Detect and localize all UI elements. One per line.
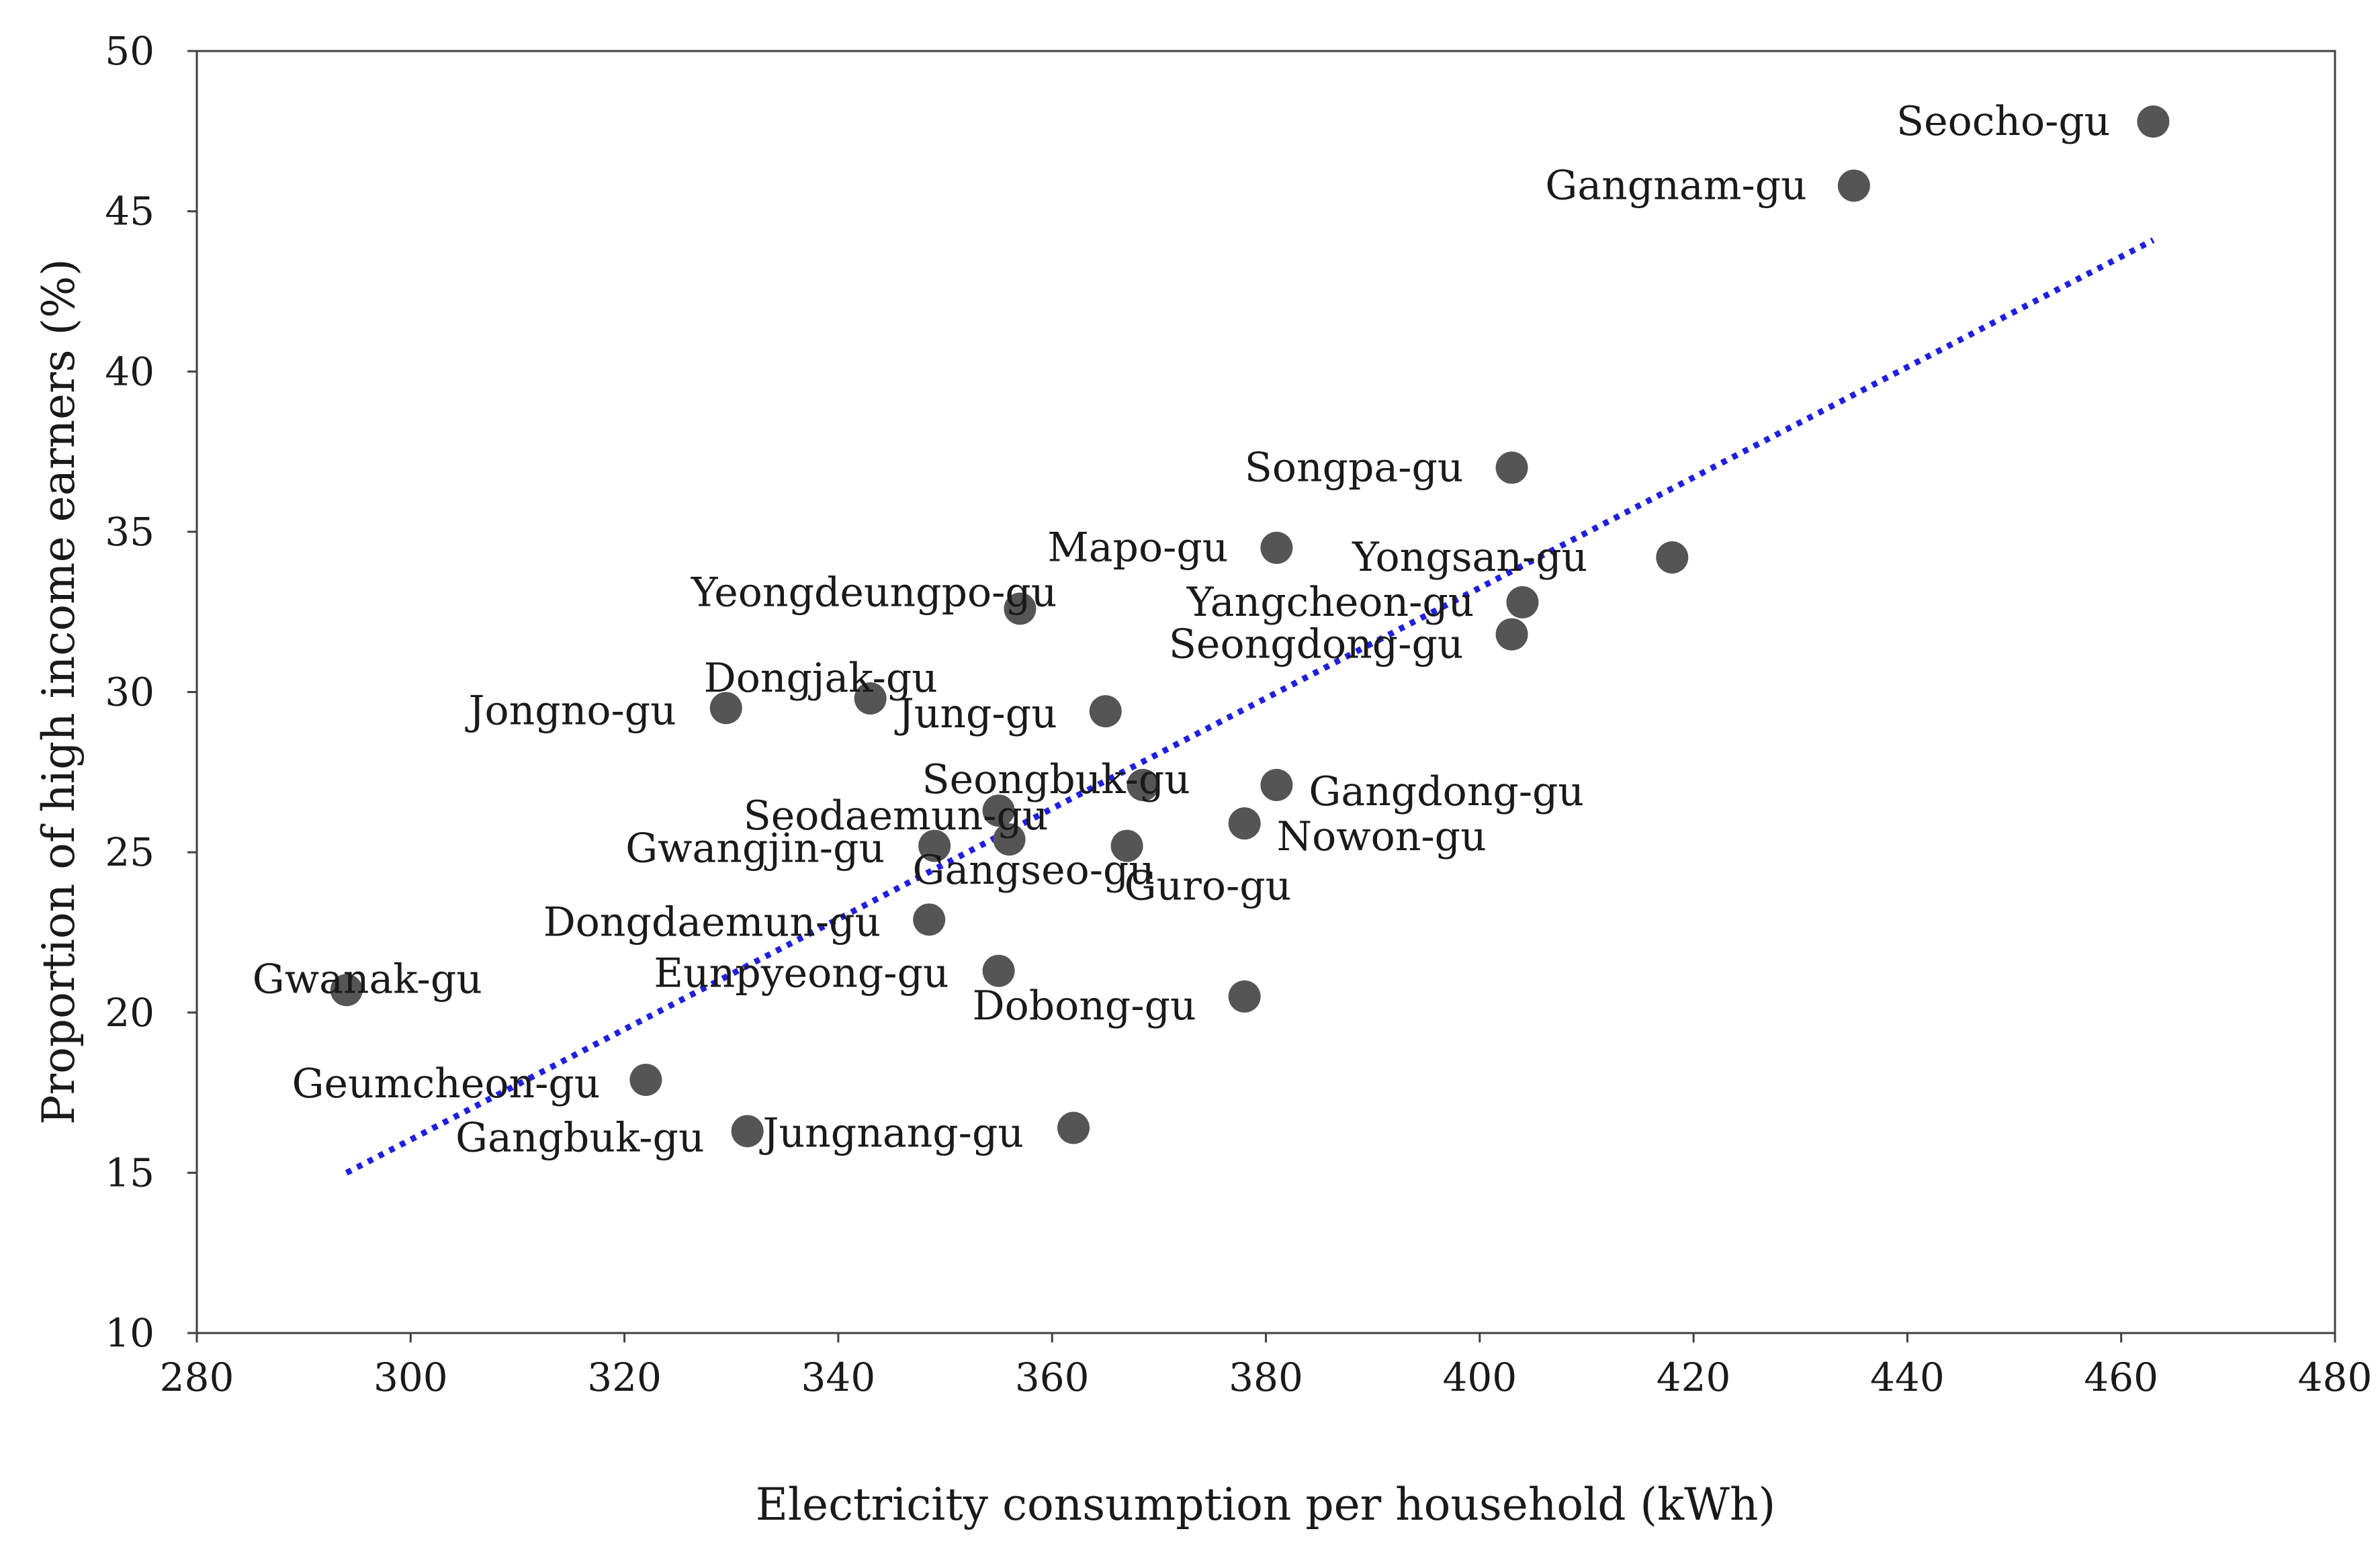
data-point-label: Nowon-gu [1277,813,1487,860]
data-point [918,829,951,862]
data-point-label: Gwangjin-gu [625,825,885,872]
y-tick-label: 15 [105,1150,155,1195]
data-point [2137,105,2170,138]
data-point [1260,768,1293,801]
x-tick-label: 440 [1870,1355,1945,1400]
x-tick-label: 300 [373,1355,448,1400]
y-axis-ticks: 10 15 20 25 30 35 40 45 50 [105,28,197,1356]
x-tick-label: 380 [1229,1355,1303,1400]
data-point [1057,1111,1090,1144]
trendline-layer [345,237,2155,1176]
data-point [1127,768,1159,801]
data-point-label: Jongno-gu [464,687,676,734]
data-point-label: Jung-gu [894,690,1057,737]
data-point [629,1063,662,1096]
y-axis-title: Proportion of high income earners (%) [33,259,85,1125]
y-tick-label: 20 [105,990,155,1036]
data-point [1495,618,1528,651]
data-point-label: Geumcheon-gu [292,1060,601,1107]
data-point-label: Yangcheon-gu [1186,579,1474,626]
data-point-label: Yeongdeungpo-gu [691,569,1057,616]
data-point [1495,451,1528,484]
data-point [731,1115,764,1148]
trendline [345,237,2155,1176]
y-tick-label: 10 [105,1310,155,1356]
data-point-label: Gangdong-gu [1309,768,1584,815]
y-tick-label: 45 [105,189,155,234]
data-point [1656,541,1689,574]
data-point [1260,531,1293,564]
data-point-label: Jungnang-gu [758,1110,1024,1157]
data-point-label: Gangbuk-gu [455,1114,704,1161]
data-point-label: Songpa-gu [1245,444,1464,491]
data-point-label: Seodaemun-gu [744,792,1049,839]
x-tick-label: 480 [2298,1355,2373,1400]
x-tick-label: 280 [160,1355,234,1400]
data-point [1089,695,1122,728]
data-point-label: Mapo-gu [1047,524,1228,571]
data-point-label: Dongjak-gu [704,655,938,702]
data-point [330,974,363,1007]
data-point-label: Eunpyeong-gu [654,950,949,997]
y-tick-label: 30 [105,670,155,715]
data-points [330,105,2170,1148]
data-point [1506,586,1539,618]
data-point [1228,807,1261,840]
data-point [854,682,887,715]
data-point-label: Seongdong-gu [1169,621,1464,668]
y-tick-label: 25 [105,829,155,875]
y-tick-label: 40 [105,349,155,394]
data-point-labels: Seocho-gu Gangnam-gu Songpa-gu Mapo-gu Yongs… [253,98,2111,1161]
x-tick-label: 420 [1657,1355,1731,1400]
x-tick-label: 460 [2084,1355,2158,1400]
x-tick-label: 400 [1442,1355,1517,1400]
x-tick-label: 340 [801,1355,876,1400]
data-point-label: Dobong-gu [973,982,1196,1029]
data-point [1228,980,1261,1013]
data-point [1110,829,1143,862]
data-point [993,823,1026,856]
y-tick-label: 50 [105,28,155,74]
data-point-label: Gangseo-gu [913,847,1155,894]
data-point [709,692,742,725]
data-point-label: Yongsan-gu [1352,534,1587,581]
data-point [982,794,1015,827]
y-tick-label: 35 [105,509,155,555]
data-point [913,903,946,936]
x-axis-ticks: 280 300 320 340 360 380 400 420 440 460 480 [160,1333,2373,1400]
data-point [982,954,1015,987]
data-point-label: Gwanak-gu [253,956,482,1003]
data-point-label: Gangnam-gu [1545,162,1806,209]
data-point-label: Guro-gu [1125,863,1292,910]
data-point-label: Seocho-gu [1896,98,2110,145]
data-point [1837,169,1870,202]
x-tick-label: 320 [587,1355,662,1400]
data-point [1004,592,1037,625]
data-point-label: Dongdaemun-gu [543,899,881,946]
x-tick-label: 360 [1015,1355,1090,1400]
x-axis-title: Electricity consumption per household (k… [756,1479,1776,1530]
data-point-label: Seongbuk-gu [922,756,1190,803]
